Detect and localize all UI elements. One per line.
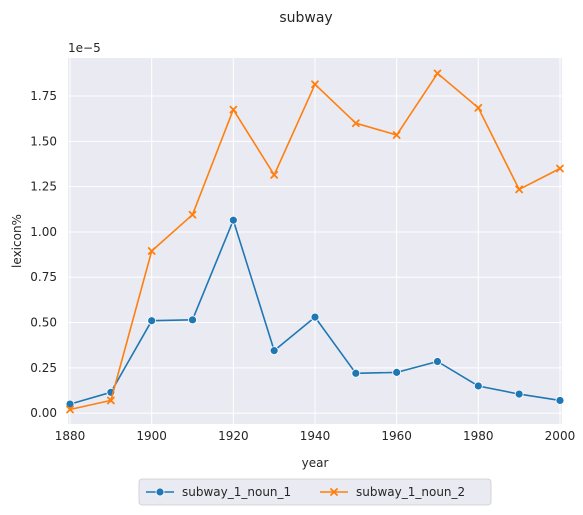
x-axis: 1880 1900 1920 1940 1960 1980 2000 bbox=[55, 429, 575, 443]
data-point bbox=[147, 247, 156, 255]
y-tick-label: 1.25 bbox=[30, 180, 57, 194]
legend-marker bbox=[155, 487, 165, 497]
data-point bbox=[311, 80, 319, 89]
data-point bbox=[514, 389, 524, 399]
y-tick-label: 1.50 bbox=[30, 134, 57, 148]
data-point bbox=[188, 315, 197, 325]
data-point bbox=[270, 170, 279, 179]
x-tick-label: 1920 bbox=[218, 429, 249, 443]
y-tick-label: 0.75 bbox=[30, 270, 57, 284]
y-axis: 0.00 0.25 0.50 0.75 1.00 1.25 1.50 1.75 bbox=[30, 89, 57, 420]
series-2 bbox=[66, 69, 564, 414]
data-point bbox=[66, 405, 74, 414]
y-tick-label: 0.50 bbox=[30, 316, 57, 330]
data-point bbox=[473, 381, 483, 391]
data-point bbox=[556, 164, 564, 173]
data-point bbox=[433, 69, 442, 78]
legend-marker bbox=[330, 488, 338, 496]
data-point bbox=[106, 396, 115, 405]
data-point bbox=[188, 210, 197, 219]
legend-label: subway_1_noun_1 bbox=[182, 485, 291, 499]
y-offset-label: 1e−5 bbox=[68, 41, 101, 55]
data-point bbox=[310, 312, 320, 322]
chart-title: subway bbox=[279, 10, 332, 26]
data-point bbox=[65, 399, 75, 409]
data-point bbox=[351, 119, 360, 128]
data-point bbox=[392, 367, 402, 377]
y-tick-label: 1.00 bbox=[30, 225, 57, 239]
data-point bbox=[269, 346, 279, 356]
x-axis-label: year bbox=[302, 456, 329, 470]
y-axis-label: lexicon% bbox=[10, 214, 24, 268]
legend: subway_1_noun_1 subway_1_noun_2 bbox=[138, 478, 492, 506]
y-tick-label: 0.25 bbox=[30, 361, 57, 375]
legend-entry: subway_1_noun_2 bbox=[320, 485, 465, 499]
x-tick-label: 2000 bbox=[545, 429, 576, 443]
x-tick-label: 1960 bbox=[381, 429, 412, 443]
x-tick-label: 1880 bbox=[55, 429, 86, 443]
data-point bbox=[351, 368, 361, 378]
x-tick-label: 1940 bbox=[300, 429, 331, 443]
data-point bbox=[392, 131, 401, 139]
series-layer bbox=[65, 69, 565, 414]
y-tick-label: 1.75 bbox=[30, 89, 57, 103]
x-tick-label: 1980 bbox=[463, 429, 494, 443]
data-point bbox=[229, 105, 238, 114]
data-point bbox=[474, 103, 483, 112]
legend-label: subway_1_noun_2 bbox=[356, 485, 465, 499]
grid-lines bbox=[68, 58, 562, 424]
data-point bbox=[515, 185, 524, 194]
x-tick-label: 1900 bbox=[136, 429, 167, 443]
legend-entry: subway_1_noun_1 bbox=[146, 485, 291, 499]
data-point bbox=[555, 396, 565, 405]
data-point bbox=[228, 215, 238, 225]
data-point bbox=[147, 316, 157, 326]
legend-box bbox=[138, 478, 492, 506]
y-tick-label: 0.00 bbox=[30, 406, 57, 420]
data-point bbox=[433, 357, 442, 366]
